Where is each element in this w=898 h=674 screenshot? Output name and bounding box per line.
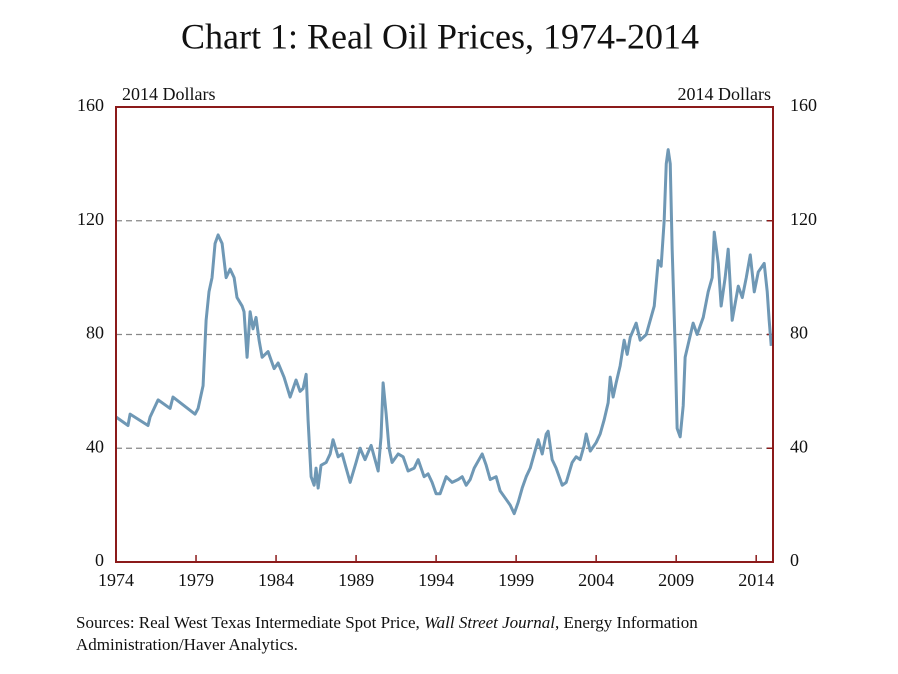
y-tick-label: 160 xyxy=(77,95,104,115)
y-tick-label: 80 xyxy=(86,323,104,343)
x-tick-label: 2014 xyxy=(738,570,774,590)
source-text: , Energy Information Administration/Have… xyxy=(76,613,698,654)
y-tick-label: 120 xyxy=(77,209,104,229)
x-tick-label: 1984 xyxy=(258,570,294,590)
y-tick-label: 0 xyxy=(95,550,104,570)
y2-tick-label: 80 xyxy=(790,323,808,343)
x-tick-label: 1979 xyxy=(178,570,214,590)
x-tick-label: 1994 xyxy=(418,570,454,590)
x-tick-label: 2009 xyxy=(658,570,694,590)
x-tick-label: 1999 xyxy=(498,570,534,590)
chart: Chart 1: Real Oil Prices, 1974-2014 2014… xyxy=(77,16,817,590)
price-line xyxy=(115,148,773,516)
y-axis-label: 2014 Dollars xyxy=(122,84,216,104)
x-tick-label: 2004 xyxy=(578,570,614,590)
y2-tick-label: 40 xyxy=(790,436,808,456)
y2-tick-label: 160 xyxy=(790,95,817,115)
x-tick-label: 1974 xyxy=(98,570,134,590)
chart-title: Chart 1: Real Oil Prices, 1974-2014 xyxy=(181,16,699,56)
plot-frame xyxy=(115,106,774,563)
y2-tick-label: 120 xyxy=(790,209,817,229)
source-text: Sources: Real West Texas Intermediate Sp… xyxy=(76,613,425,632)
y-tick-label: 40 xyxy=(86,436,104,456)
y2-tick-label: 0 xyxy=(790,550,799,570)
y2-axis-label: 2014 Dollars xyxy=(678,84,772,104)
source-note: Sources: Real West Texas Intermediate Sp… xyxy=(76,612,776,656)
x-tick-label: 1989 xyxy=(338,570,374,590)
source-text: Wall Street Journal xyxy=(424,613,556,632)
